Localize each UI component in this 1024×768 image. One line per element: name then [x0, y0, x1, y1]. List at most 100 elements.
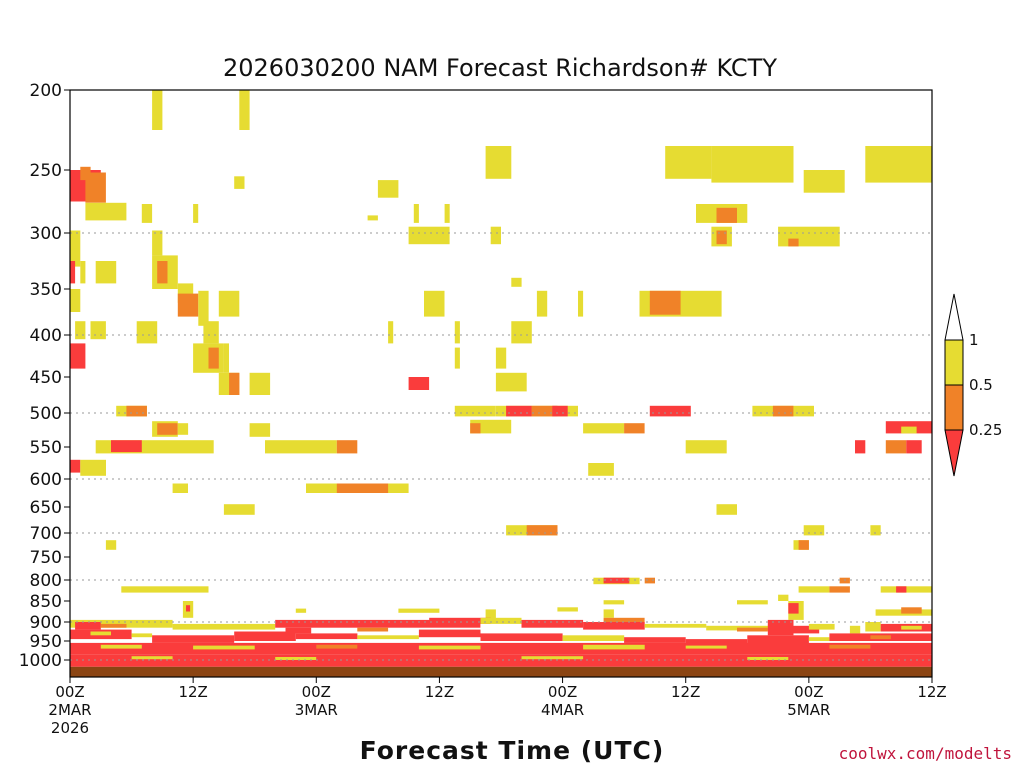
- cell-ri-lt-0p25: [295, 633, 358, 640]
- cell-ri-0p5-1: [418, 645, 481, 650]
- cell-ri-lt-0p25: [408, 377, 430, 390]
- cell-ri-0p5-1: [521, 656, 584, 660]
- cell-ri-lt-0p25: [603, 577, 630, 584]
- cell-ri-0p5-1: [808, 637, 830, 641]
- cell-ri-lt-0p25: [111, 440, 142, 453]
- cell-ri-lt-0p25: [70, 343, 86, 369]
- cell-ri-0p5-1: [737, 600, 768, 605]
- cell-ri-lt-0p25: [506, 405, 532, 417]
- cell-ri-lt-0p25: [649, 405, 691, 417]
- cell-ri-0p5-1: [193, 204, 199, 223]
- cell-ri-0p5-1: [644, 623, 707, 628]
- cell-ri-0p25-0p5: [336, 483, 389, 493]
- cell-ri-0p5-1: [865, 146, 932, 183]
- cell-ri-0p5-1: [131, 633, 153, 638]
- cell-ri-0p5-1: [583, 423, 625, 434]
- cell-ri-lt-0p25: [75, 622, 101, 630]
- cell-ri-0p5-1: [218, 290, 240, 317]
- cell-ri-0p5-1: [70, 230, 81, 267]
- cell-ri-0p5-1: [408, 226, 450, 245]
- cell-ri-0p5-1: [562, 635, 625, 641]
- cell-ri-0p25-0p5: [157, 423, 178, 435]
- cell-ri-0p25-0p5: [603, 617, 645, 622]
- cell-ri-0p25-0p5: [177, 293, 199, 317]
- cell-ri-0p5-1: [511, 277, 522, 287]
- cell-ri-0p5-1: [536, 290, 548, 317]
- cell-ri-0p5-1: [177, 423, 189, 435]
- cell-ri-0p25-0p5: [788, 238, 799, 247]
- cell-ri-lt-0p25: [767, 619, 794, 636]
- cell-ri-0p5-1: [223, 343, 229, 373]
- cell-ri-0p5-1: [803, 170, 845, 193]
- cell-ri-0p25-0p5: [531, 405, 558, 417]
- cell-ri-0p5-1: [275, 657, 317, 660]
- x-tick-label-60-0: 12Z: [671, 683, 700, 701]
- cell-ri-0p5-1: [485, 609, 496, 620]
- cell-ri-0p5-1: [249, 372, 271, 395]
- cell-ri-0p5-1: [865, 622, 881, 632]
- cell-ri-0p25-0p5: [885, 440, 907, 454]
- cell-ri-0p5-1: [578, 290, 584, 317]
- cell-ri-lt-0p25: [793, 625, 820, 634]
- cell-ri-0p5-1: [85, 202, 127, 221]
- cell-ri-0p25-0p5: [357, 627, 389, 632]
- cell-ri-0p25-0p5: [85, 172, 106, 203]
- cell-ri-0p5-1: [454, 347, 460, 369]
- cell-ri-0p25-0p5: [716, 207, 737, 223]
- cell-ri-0p5-1: [480, 617, 522, 624]
- x-tick-label-72-1: 5MAR: [787, 701, 830, 719]
- cell-ri-0p5-1: [583, 644, 645, 650]
- plot-cells: [70, 90, 932, 677]
- y-tick-label-450: 450: [30, 368, 62, 388]
- y-tick-label-300: 300: [30, 224, 62, 244]
- y-tick-label-200: 200: [30, 81, 62, 101]
- cell-ri-0p25-0p5: [316, 644, 358, 649]
- y-tick-label-750: 750: [30, 548, 62, 568]
- cell-ri-0p5-1: [808, 623, 835, 630]
- cell-ri-lt-0p25: [70, 459, 81, 473]
- cell-ri-0p5-1: [141, 204, 153, 223]
- cell-ri-0p5-1: [495, 347, 507, 369]
- plot-frame: [69, 89, 933, 678]
- cell-ri-lt-0p25: [70, 654, 932, 667]
- credit-link[interactable]: coolwx.com/modelts: [839, 744, 1012, 763]
- cell-ri-0p5-1: [198, 290, 209, 326]
- cell-ri-0p5-1: [70, 289, 81, 312]
- cell-ri-0p25-0p5: [649, 290, 681, 315]
- x-tick-label-0-0: 00Z: [55, 683, 84, 701]
- cell-ri-lt-0p25: [747, 635, 809, 645]
- y-tick-label-350: 350: [30, 280, 62, 300]
- cell-ri-0p5-1: [152, 230, 163, 256]
- colorbar-bottom-triangle: [944, 429, 964, 477]
- cell-ri-0p25-0p5: [526, 525, 558, 536]
- y-tick-label-850: 850: [30, 592, 62, 612]
- cell-ri-0p25-0p5: [839, 577, 850, 584]
- cell-ri-0p5-1: [172, 483, 188, 493]
- cell-ri-0p5-1: [80, 459, 106, 476]
- cell-ri-0p5-1: [95, 261, 117, 284]
- cell-ri-0p5-1: [265, 440, 337, 454]
- cell-ri-0p25-0p5: [126, 405, 147, 417]
- x-tick-label-48-1: 4MAR: [541, 701, 584, 719]
- chart-title: 2026030200 NAM Forecast Richardson# KCTY: [223, 54, 777, 82]
- x-tick-label-0-2: 2026: [51, 719, 89, 737]
- cell-ri-0p5-1: [367, 215, 378, 221]
- cell-ri-0p5-1: [249, 423, 271, 437]
- y-axis: 200 250 300 350 400 450 500 550 600 650 700 750 8008…: [19, 81, 70, 671]
- y-tick-label-700: 700: [30, 524, 62, 544]
- cell-ri-lt-0p25: [552, 405, 568, 417]
- cell-ri-0p25-0p5: [798, 540, 809, 550]
- cell-ri-0p5-1: [716, 504, 737, 515]
- cell-ri-0p5-1: [490, 226, 501, 245]
- cell-ri-0p5-1: [603, 609, 614, 618]
- cell-ri-lt-0p25: [896, 586, 907, 593]
- cell-ri-lt-0p25: [583, 622, 645, 630]
- cell-ri-0p25-0p5: [901, 607, 922, 614]
- colorbar-label-1: 0.5: [969, 376, 993, 394]
- x-tick-label-24-1: 3MAR: [295, 701, 338, 719]
- cell-ri-lt-0p25: [275, 619, 481, 628]
- cell-ri-0p25-0p5: [470, 423, 481, 434]
- cell-ri-0p5-1: [152, 90, 163, 130]
- cell-ri-0p5-1: [424, 290, 445, 317]
